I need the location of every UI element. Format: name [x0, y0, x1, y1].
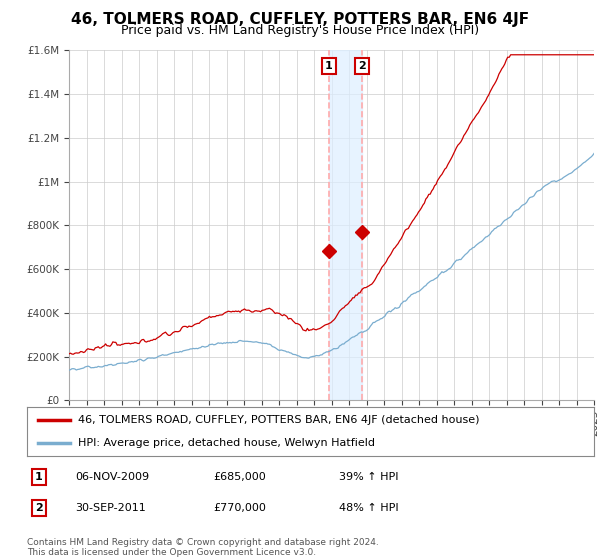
Text: 2: 2 — [35, 503, 43, 513]
Text: 46, TOLMERS ROAD, CUFFLEY, POTTERS BAR, EN6 4JF: 46, TOLMERS ROAD, CUFFLEY, POTTERS BAR, … — [71, 12, 529, 27]
Text: 46, TOLMERS ROAD, CUFFLEY, POTTERS BAR, EN6 4JF (detached house): 46, TOLMERS ROAD, CUFFLEY, POTTERS BAR, … — [78, 416, 479, 426]
Bar — [329, 50, 362, 400]
Text: 30-SEP-2011: 30-SEP-2011 — [75, 503, 146, 513]
Text: 2: 2 — [358, 61, 366, 71]
Text: £685,000: £685,000 — [213, 472, 266, 482]
Text: 48% ↑ HPI: 48% ↑ HPI — [339, 503, 398, 513]
Text: Contains HM Land Registry data © Crown copyright and database right 2024.
This d: Contains HM Land Registry data © Crown c… — [27, 538, 379, 557]
Text: 39% ↑ HPI: 39% ↑ HPI — [339, 472, 398, 482]
Text: 1: 1 — [35, 472, 43, 482]
Text: 1: 1 — [325, 61, 333, 71]
Text: 06-NOV-2009: 06-NOV-2009 — [75, 472, 149, 482]
Text: HPI: Average price, detached house, Welwyn Hatfield: HPI: Average price, detached house, Welw… — [78, 438, 375, 448]
Text: Price paid vs. HM Land Registry's House Price Index (HPI): Price paid vs. HM Land Registry's House … — [121, 24, 479, 36]
Text: £770,000: £770,000 — [213, 503, 266, 513]
